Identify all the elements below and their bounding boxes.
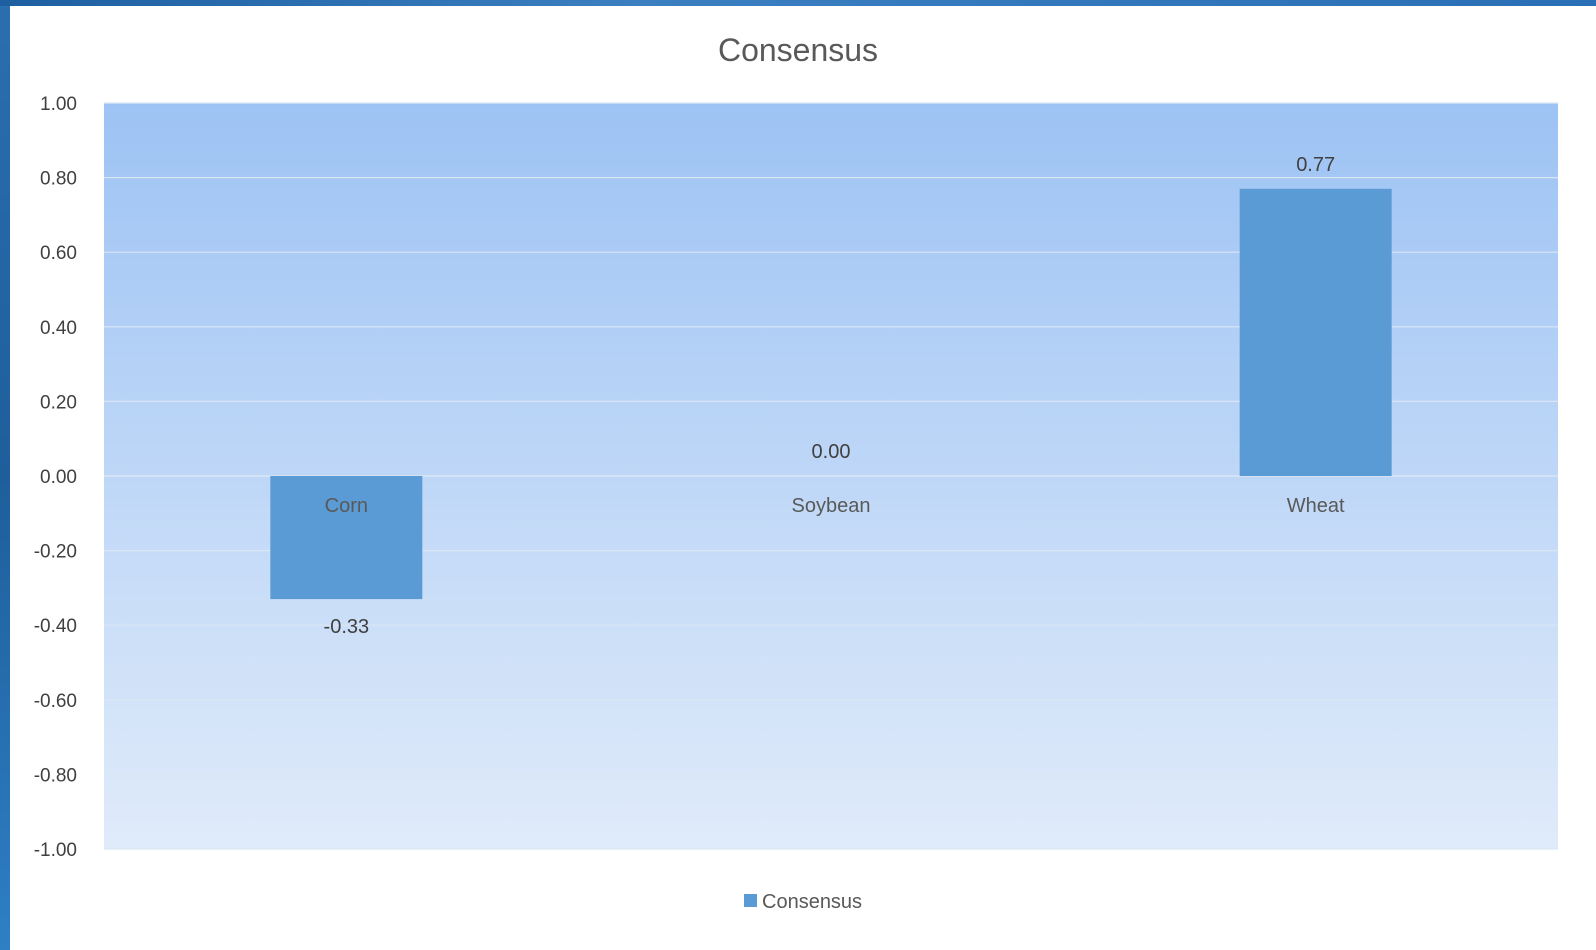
chart-title: Consensus	[718, 32, 878, 68]
data-label-corn: -0.33	[324, 616, 370, 638]
y-tick-label: 0.20	[40, 392, 77, 413]
y-tick-label: 1.00	[40, 94, 77, 115]
window-frame-top	[0, 0, 1596, 6]
data-labels: -0.33 0.00 0.77	[324, 154, 1336, 638]
x-axis-categories: Corn Soybean Wheat	[325, 495, 1345, 517]
category-label-wheat: Wheat	[1287, 495, 1345, 517]
data-label-soybean: 0.00	[812, 441, 851, 463]
legend[interactable]: Consensus	[744, 891, 862, 913]
legend-swatch-consensus	[744, 894, 757, 907]
legend-label-consensus: Consensus	[762, 891, 862, 913]
category-label-corn: Corn	[325, 495, 368, 517]
y-tick-label: 0.00	[40, 467, 77, 488]
y-tick-label: -0.60	[34, 691, 77, 712]
y-tick-label: 0.60	[40, 243, 77, 264]
y-tick-label: -0.40	[34, 616, 77, 637]
bar-chart: Consensus 1.00 0.80 0.60 0.40 0.20 0.00 -0.20 -…	[34, 32, 1558, 913]
y-axis: 1.00 0.80 0.60 0.40 0.20 0.00 -0.20 -0.40 -0.60 -…	[34, 94, 77, 861]
y-tick-label: 0.40	[40, 318, 77, 339]
bar-wheat[interactable]	[1239, 188, 1392, 477]
y-tick-label: -1.00	[34, 840, 77, 861]
y-tick-label: 0.80	[40, 169, 77, 190]
gridlines	[104, 102, 1558, 850]
y-tick-label: -0.80	[34, 765, 77, 786]
y-tick-label: -0.20	[34, 542, 77, 563]
chart-area[interactable]: Consensus 1.00 0.80 0.60 0.40 0.20 0.00 -0.20 -…	[10, 6, 1596, 950]
category-label-soybean: Soybean	[792, 495, 871, 517]
bars	[270, 188, 1392, 600]
data-label-wheat: 0.77	[1296, 154, 1335, 176]
window-frame-left	[0, 0, 10, 950]
bar-corn[interactable]	[270, 476, 423, 600]
